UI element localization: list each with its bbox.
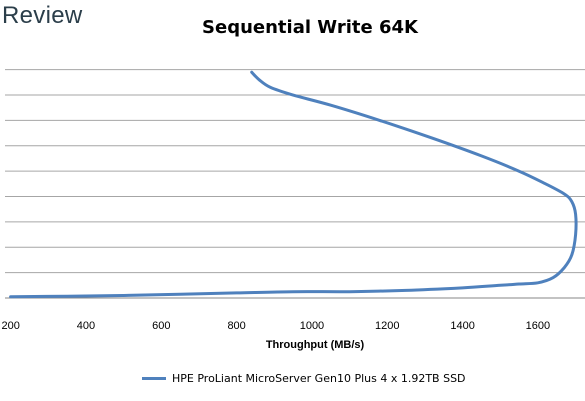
x-tick-labels: 200 400 600 800 1000 1200 1400 1600 (1, 320, 550, 332)
brand-logo-text: Review (2, 2, 83, 29)
series-layer (9, 70, 578, 299)
legend-swatch (142, 377, 166, 380)
x-tick-label-1600: 1600 (526, 320, 550, 332)
x-tick-label-1200: 1200 (375, 320, 399, 332)
gridlines (5, 69, 585, 299)
legend-label-series-0: HPE ProLiant MicroServer Gen10 Plus 4 x … (172, 372, 466, 385)
x-tick-label-600: 600 (152, 320, 170, 332)
x-axis-label: Throughput (MB/s) (266, 339, 365, 351)
legend: HPE ProLiant MicroServer Gen10 Plus 4 x … (142, 372, 466, 385)
chart-title: Sequential Write 64K (202, 17, 418, 38)
x-tick-label-400: 400 (77, 320, 95, 332)
x-tick-label-1400: 1400 (450, 320, 474, 332)
series-line-0 (9, 70, 578, 299)
x-tick-label-800: 800 (227, 320, 245, 332)
x-tick-label-1000: 1000 (300, 320, 324, 332)
x-tick-label-200: 200 (1, 320, 19, 332)
